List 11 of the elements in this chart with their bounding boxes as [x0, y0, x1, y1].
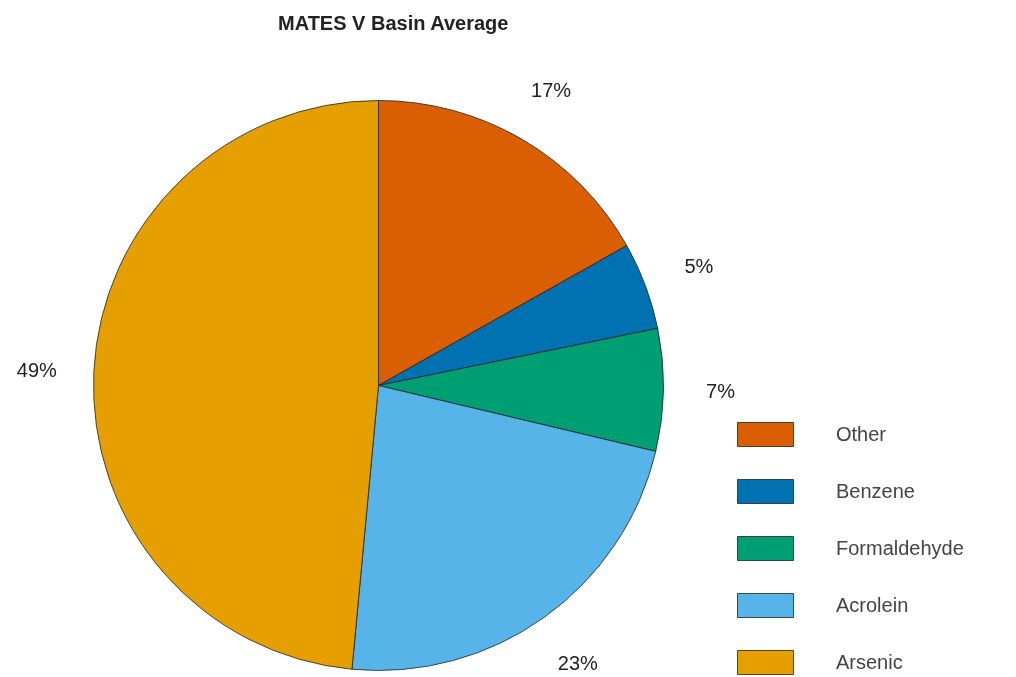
legend-label: Arsenic	[836, 650, 903, 674]
data-label: 49%	[16, 358, 58, 381]
legend-label: Other	[836, 422, 887, 446]
data-label: 7%	[706, 379, 736, 402]
chart-title: MATES V Basin Average	[278, 11, 509, 34]
legend-label: Benzene	[836, 479, 915, 503]
legend-label: Acrolein	[836, 593, 909, 617]
legend-label: Formaldehyde	[836, 536, 964, 560]
data-label: 17%	[531, 79, 572, 102]
data-label: 23%	[557, 652, 599, 675]
data-label: 5%	[684, 254, 714, 277]
